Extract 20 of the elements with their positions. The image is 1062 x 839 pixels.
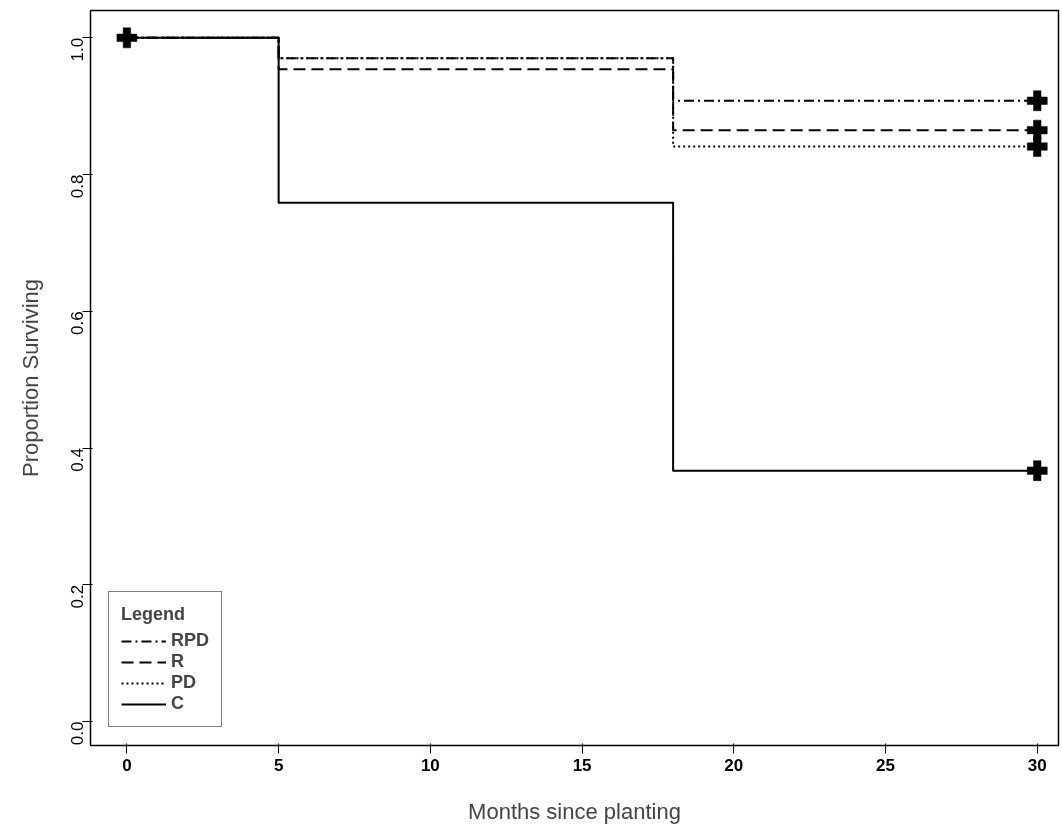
y-tick-label: 0.0 — [68, 721, 88, 746]
x-tick-label: 20 — [724, 755, 744, 775]
legend-label: R — [171, 651, 185, 672]
x-tick-label: 0 — [122, 755, 132, 775]
legend-label: PD — [171, 672, 197, 693]
x-tick-label: 15 — [572, 755, 592, 775]
y-tick-label: 0.2 — [68, 584, 88, 609]
x-axis-title: Months since planting — [468, 798, 681, 824]
y-tick-label: 0.4 — [68, 448, 88, 472]
y-tick-label: 1.0 — [68, 37, 88, 62]
legend-label: RPD — [171, 630, 210, 651]
x-tick-label: 30 — [1027, 755, 1047, 775]
x-tick-label: 10 — [420, 755, 440, 775]
x-tick-label: 25 — [876, 755, 895, 775]
y-axis-title: Proportion Surviving — [17, 278, 43, 478]
legend-title: Legend — [121, 604, 186, 625]
y-tick-label: 0.6 — [68, 311, 88, 335]
x-tick-label: 5 — [273, 755, 284, 775]
legend-label: C — [171, 693, 185, 714]
y-tick-label: 0.8 — [68, 174, 88, 199]
